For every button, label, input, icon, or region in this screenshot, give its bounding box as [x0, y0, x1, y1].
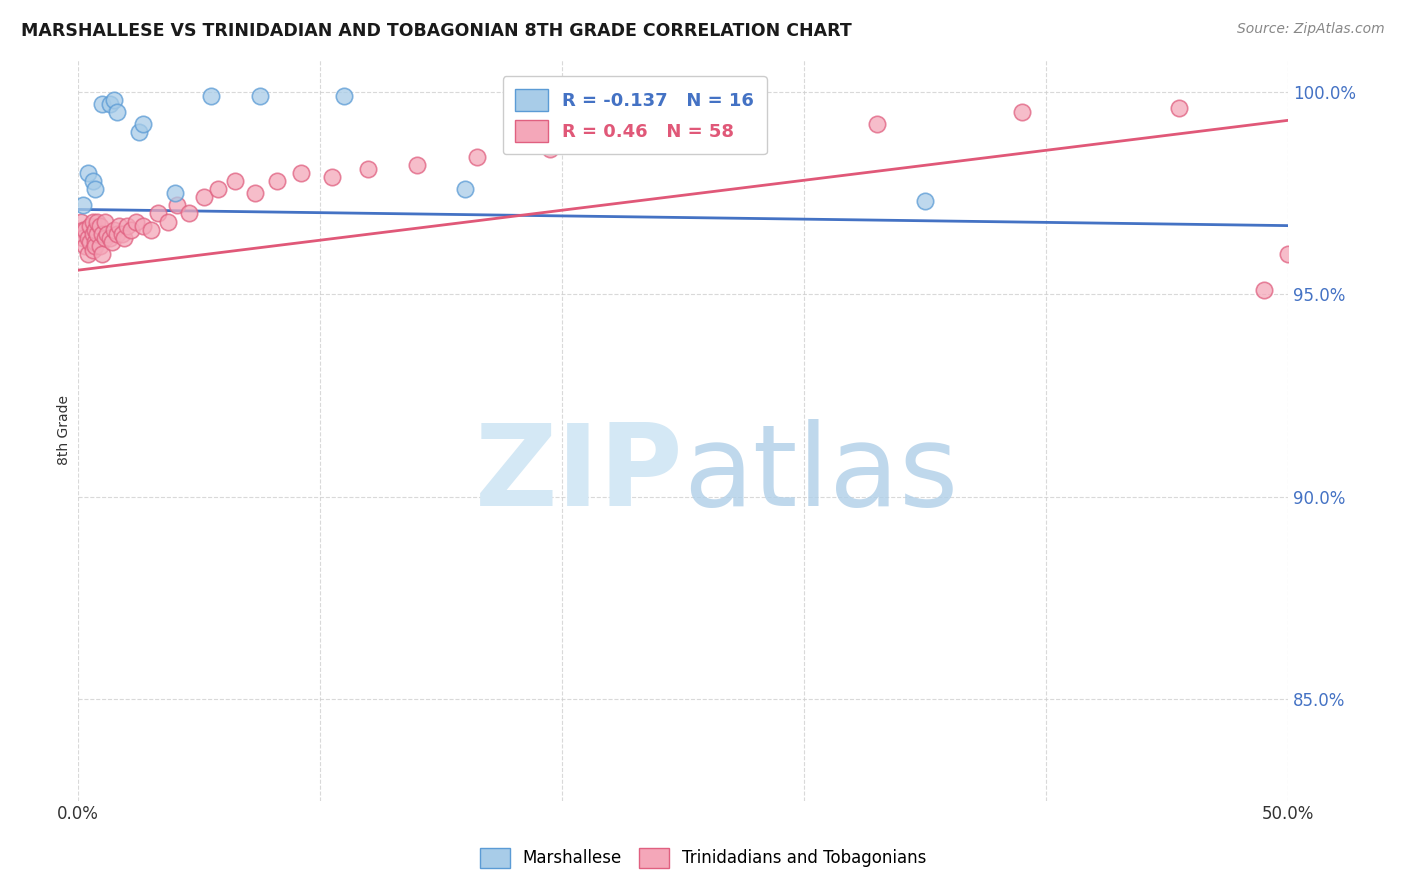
Point — [865, 117, 887, 131]
Point — [75, 222, 97, 236]
Point — [454, 182, 477, 196]
Point — [84, 235, 107, 249]
Y-axis label: 8th Grade: 8th Grade — [58, 395, 72, 465]
Point — [290, 166, 312, 180]
Point — [91, 227, 114, 241]
Point — [79, 235, 101, 249]
Point — [914, 194, 936, 209]
Point — [84, 182, 107, 196]
Text: ZIP: ZIP — [475, 419, 683, 530]
Point — [84, 239, 107, 253]
Text: Source: ZipAtlas.com: Source: ZipAtlas.com — [1237, 22, 1385, 37]
Point — [115, 219, 138, 233]
Point — [108, 219, 131, 233]
Point — [84, 222, 107, 236]
Point — [98, 231, 121, 245]
Point — [146, 206, 169, 220]
Point — [538, 142, 561, 156]
Point — [156, 214, 179, 228]
Point — [1011, 105, 1033, 120]
Point — [333, 89, 356, 103]
Text: MARSHALLESE VS TRINIDADIAN AND TOBAGONIAN 8TH GRADE CORRELATION CHART: MARSHALLESE VS TRINIDADIAN AND TOBAGONIA… — [21, 22, 852, 40]
Point — [76, 231, 98, 245]
Point — [128, 126, 150, 140]
Point — [75, 239, 97, 253]
Point — [166, 198, 188, 212]
Point — [98, 97, 121, 112]
Point — [86, 227, 108, 241]
Point — [89, 239, 111, 253]
Point — [125, 214, 148, 228]
Point — [406, 158, 429, 172]
Point — [163, 186, 186, 201]
Point — [89, 219, 111, 233]
Point — [733, 126, 755, 140]
Point — [103, 222, 125, 236]
Point — [193, 190, 215, 204]
Point — [76, 166, 98, 180]
Point — [91, 247, 114, 261]
Point — [1277, 247, 1299, 261]
Point — [82, 243, 104, 257]
Point — [207, 182, 229, 196]
Point — [86, 214, 108, 228]
Point — [132, 219, 155, 233]
Point — [243, 186, 266, 201]
Point — [103, 93, 125, 107]
Point — [79, 219, 101, 233]
Point — [266, 174, 288, 188]
Point — [321, 169, 343, 184]
Point — [72, 198, 94, 212]
Point — [200, 89, 222, 103]
Point — [1253, 284, 1275, 298]
Legend: R = -0.137   N = 16, R = 0.46   N = 58: R = -0.137 N = 16, R = 0.46 N = 58 — [502, 76, 766, 154]
Point — [112, 231, 135, 245]
Point — [249, 89, 271, 103]
Point — [96, 227, 118, 241]
Point — [72, 222, 94, 236]
Point — [82, 214, 104, 228]
Point — [139, 222, 162, 236]
Point — [105, 105, 128, 120]
Point — [111, 227, 134, 241]
Point — [120, 222, 142, 236]
Point — [623, 134, 645, 148]
Point — [72, 231, 94, 245]
Point — [82, 227, 104, 241]
Point — [105, 227, 128, 241]
Point — [179, 206, 201, 220]
Point — [357, 161, 380, 176]
Point — [101, 235, 124, 249]
Point — [69, 214, 91, 228]
Point — [224, 174, 246, 188]
Point — [76, 247, 98, 261]
Text: atlas: atlas — [683, 419, 959, 530]
Point — [132, 117, 155, 131]
Point — [82, 174, 104, 188]
Point — [93, 231, 115, 245]
Point — [91, 97, 114, 112]
Legend: Marshallese, Trinidadians and Tobagonians: Marshallese, Trinidadians and Tobagonian… — [472, 841, 934, 875]
Point — [1168, 101, 1191, 115]
Point — [467, 150, 489, 164]
Point — [93, 214, 115, 228]
